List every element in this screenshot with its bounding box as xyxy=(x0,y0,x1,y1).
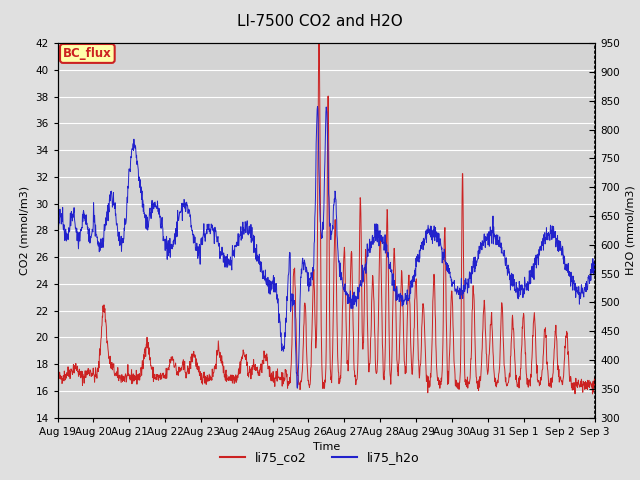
X-axis label: Time: Time xyxy=(313,442,340,452)
Text: BC_flux: BC_flux xyxy=(63,47,112,60)
Text: LI-7500 CO2 and H2O: LI-7500 CO2 and H2O xyxy=(237,14,403,29)
Legend: li75_co2, li75_h2o: li75_co2, li75_h2o xyxy=(215,446,425,469)
Y-axis label: CO2 (mmol/m3): CO2 (mmol/m3) xyxy=(20,186,30,275)
Y-axis label: H2O (mmol/m3): H2O (mmol/m3) xyxy=(625,186,636,275)
